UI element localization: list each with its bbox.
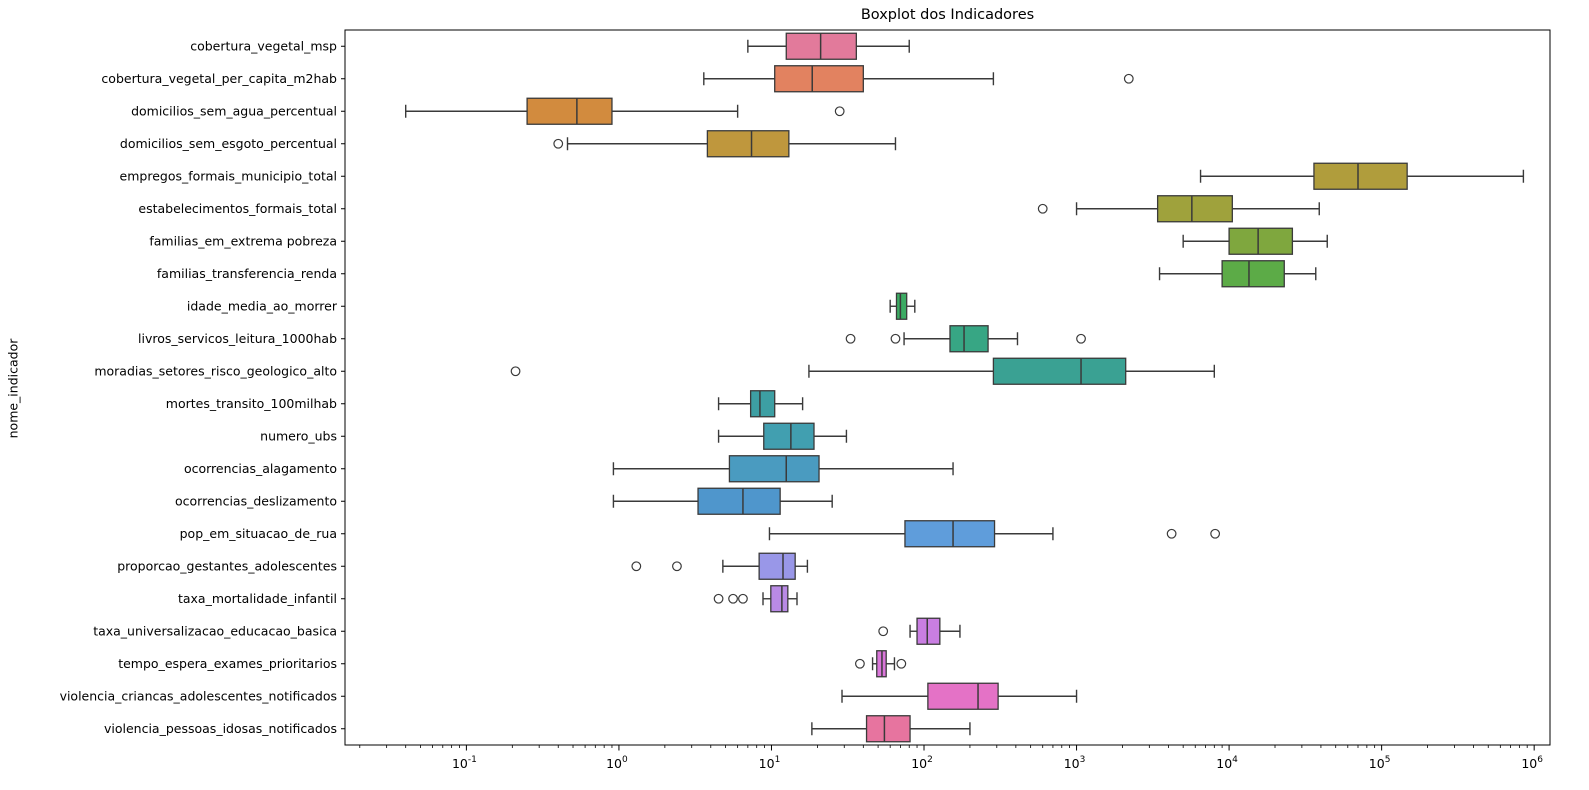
iqr-box [927, 682, 999, 710]
box-row-violencia-criancas-adolescentes-notificados [841, 682, 1078, 710]
y-tick-label: violencia_criancas_adolescentes_notifica… [60, 688, 337, 703]
box-row-cobertura-vegetal-msp [747, 32, 910, 60]
x-axis: 10-1 100 101 102 103 104 105 106 [359, 745, 1543, 771]
box-row-violencia-pessoas-idosas-notificados [811, 715, 971, 743]
iqr-box [763, 422, 815, 450]
iqr-box [992, 357, 1127, 385]
x-tick-label: 100 [606, 755, 628, 771]
iqr-box [706, 130, 790, 158]
outlier-point [672, 561, 682, 572]
y-tick-label: tempo_espera_exames_prioritarios [118, 656, 337, 671]
box-row-tempo-espera-exames-prioritarios [855, 650, 907, 678]
outlier-point [553, 138, 564, 149]
y-tick-label: domicilios_sem_agua_percentual [131, 103, 337, 118]
iqr-box [749, 390, 776, 418]
x-tick-label: 101 [759, 755, 781, 771]
iqr-box [1313, 162, 1408, 190]
x-tick-label: 104 [1216, 755, 1238, 771]
x-tick-label: 10-1 [452, 755, 477, 771]
box-row-empregos-formais-municipio-total [1199, 162, 1525, 190]
outlier-point [1037, 203, 1048, 214]
y-tick-label: numero_ubs [260, 428, 337, 443]
x-tick-label: 105 [1369, 755, 1391, 771]
iqr-box [526, 97, 613, 125]
chart-title: Boxplot dos Indicadores [860, 7, 1035, 23]
outlier-point [631, 561, 642, 572]
iqr-box [1221, 260, 1285, 288]
iqr-box [949, 325, 989, 353]
box-row-moradias-setores-risco-geologico-alto [510, 357, 1216, 385]
iqr-box [904, 520, 996, 548]
iqr-box [758, 552, 796, 580]
box-row-idade-media-ao-morrer [889, 292, 916, 320]
y-tick-label: cobertura_vegetal_per_capita_m2hab [101, 71, 337, 86]
y-tick-label: idade_media_ao_morrer [187, 298, 338, 313]
y-tick-label: familias_em_extrema pobreza [149, 233, 337, 248]
outlier-point [896, 658, 907, 669]
y-tick-label: taxa_mortalidade_infantil [178, 591, 337, 606]
y-tick-label: estabelecimentos_formais_total [138, 201, 337, 216]
outlier-point [845, 333, 856, 344]
outlier-point [1166, 528, 1177, 539]
box-row-ocorrencias-alagamento [612, 455, 954, 483]
box-row-ocorrencias-deslizamento [612, 487, 833, 515]
y-tick-label: moradias_setores_risco_geologico_alto [94, 363, 337, 378]
box-row-taxa-mortalidade-infantil [713, 585, 798, 613]
box-row-pop-em-situacao-de-rua [768, 520, 1221, 548]
y-tick-label: proporcao_gestantes_adolescentes [117, 558, 337, 573]
outlier-point [855, 658, 865, 669]
y-axis: cobertura_vegetal_msp cobertura_vegetal_p… [60, 38, 345, 736]
x-tick-label: 102 [911, 755, 933, 771]
iqr-box [774, 65, 864, 93]
box-row-familias-em-extrema-pobreza [1182, 227, 1328, 255]
y-tick-label: domicilios_sem_esgoto_percentual [120, 136, 337, 151]
box-row-cobertura-vegetal-per-capita-m2hab [703, 65, 1134, 93]
box-row-livros-servicos-leitura-1000hab [845, 325, 1086, 353]
y-tick-label: familias_transferencia_renda [157, 266, 337, 281]
outlier-point [1076, 333, 1086, 344]
box-row-familias-transferencia-renda [1158, 260, 1317, 288]
box-row-mortes-transito-100milhab [717, 390, 804, 418]
iqr-box [728, 455, 820, 483]
iqr-box [1228, 227, 1294, 255]
y-tick-label: mortes_transito_100milhab [166, 396, 337, 411]
x-tick-label: 106 [1521, 755, 1543, 771]
box-row-numero-ubs [717, 422, 848, 450]
plot-border [344, 29, 1551, 746]
iqr-box [916, 617, 941, 645]
box-row-domicilios-sem-esgoto-percentual [553, 130, 897, 158]
x-tick-label: 103 [1064, 755, 1086, 771]
outlier-point [1123, 73, 1134, 84]
outlier-point [728, 593, 738, 604]
box-row-proporcao-gestantes-adolescentes [631, 552, 809, 580]
iqr-box [770, 585, 789, 613]
iqr-box [1156, 195, 1233, 223]
outlier-point [738, 593, 748, 604]
y-tick-label: cobertura_vegetal_msp [190, 38, 337, 53]
iqr-box [895, 292, 908, 320]
y-tick-label: violencia_pessoas_idosas_notificados [104, 721, 337, 736]
y-tick-label: ocorrencias_deslizamento [175, 493, 337, 508]
box-row-taxa-universalizacao-educacao-basica [878, 617, 961, 645]
y-tick-label: livros_servicos_leitura_1000hab [138, 331, 337, 346]
box-row-domicilios-sem-agua-percentual [405, 97, 845, 125]
y-tick-label: ocorrencias_alagamento [184, 461, 337, 476]
outlier-point [834, 106, 845, 117]
outlier-point [510, 366, 521, 377]
y-tick-label: empregos_formais_municipio_total [120, 168, 337, 183]
y-tick-label: taxa_universalizacao_educacao_basica [93, 623, 337, 638]
outlier-point [878, 626, 889, 637]
box-row-estabelecimentos-formais-total [1037, 195, 1320, 223]
iqr-box [697, 487, 781, 515]
outlier-point [713, 593, 724, 604]
outlier-point [890, 333, 901, 344]
y-tick-label: pop_em_situacao_de_rua [180, 526, 337, 541]
outlier-point [1210, 528, 1221, 539]
iqr-box [865, 715, 911, 743]
